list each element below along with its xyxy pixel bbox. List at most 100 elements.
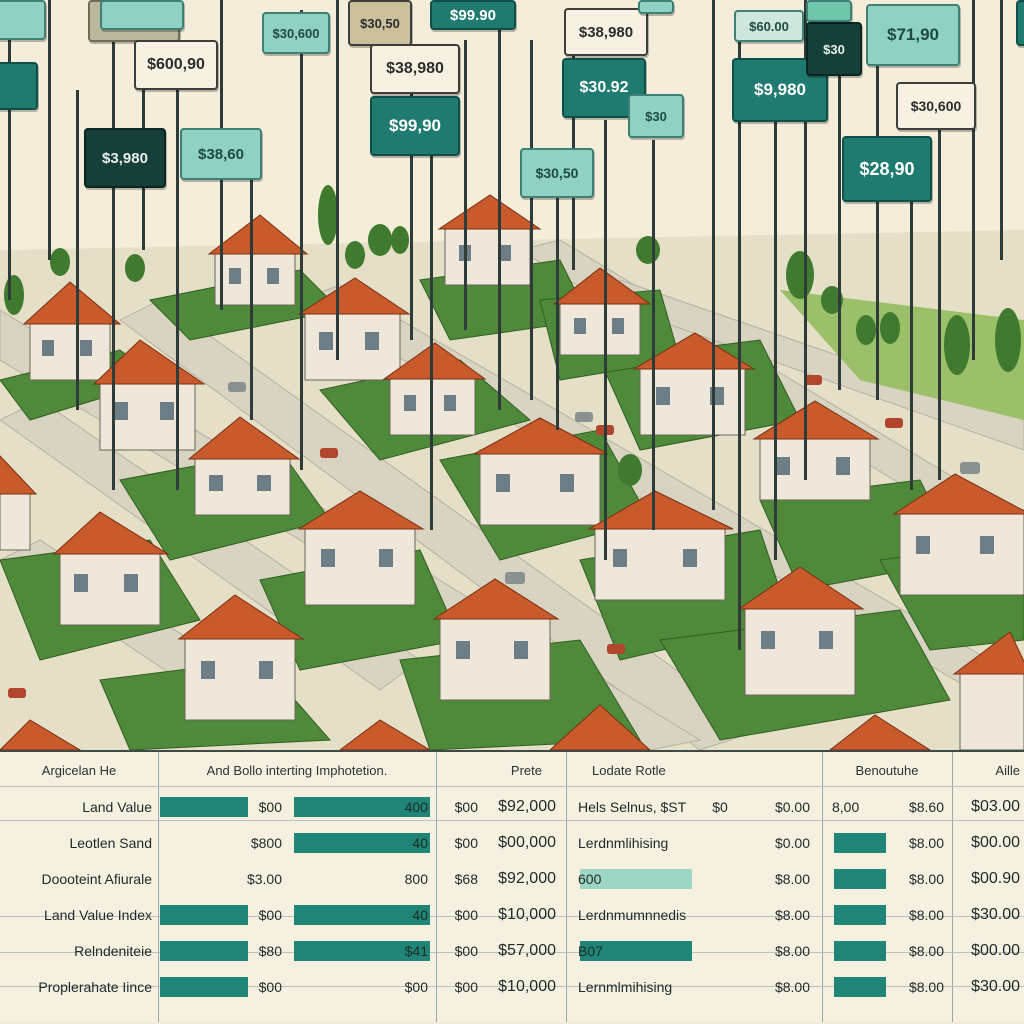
row-label: Proplerahate Iince xyxy=(38,979,152,995)
table-cell xyxy=(700,900,740,930)
price-tag[interactable]: $38,980 xyxy=(564,8,648,56)
table-cell: $8.00 xyxy=(908,871,944,887)
price-tag[interactable]: $60.00 xyxy=(734,10,804,42)
table-header: Lodate Rotle xyxy=(592,762,666,778)
price-tag[interactable]: $38,980 xyxy=(370,44,460,94)
table-cell: $41 xyxy=(404,943,428,959)
price-tag[interactable]: $600,90 xyxy=(100,0,184,30)
value-bar xyxy=(834,905,886,925)
table-cell xyxy=(700,972,740,1002)
price-tag[interactable]: $30 xyxy=(628,94,684,138)
table-cell: $03.00 xyxy=(971,798,1020,815)
value-bar xyxy=(580,941,692,961)
price-tag[interactable]: $3,980 xyxy=(84,128,166,188)
row-label: Land Value xyxy=(82,799,152,815)
grid-line xyxy=(0,820,1024,821)
table-cell xyxy=(832,828,880,858)
table-cell: $0.00 xyxy=(774,835,810,851)
table-cell: 40 xyxy=(412,907,428,923)
table-cell: $00 xyxy=(454,943,478,959)
table-cell: $68 xyxy=(454,871,478,887)
grid-line xyxy=(0,952,1024,953)
table-cell: $10,000 xyxy=(498,906,556,923)
table-cell: $8.00 xyxy=(908,943,944,959)
table-cell xyxy=(700,828,740,858)
table-cell: $8.00 xyxy=(774,979,810,995)
price-tag[interactable]: $30,50 xyxy=(348,0,412,46)
price-tag[interactable] xyxy=(0,0,46,40)
table-cell: $00,000 xyxy=(498,834,556,851)
price-tag[interactable]: $99,90 xyxy=(370,96,460,156)
table-cell xyxy=(832,864,880,894)
table-cell: $8.00 xyxy=(774,871,810,887)
grid-line xyxy=(822,752,823,1022)
table-header: Argicelan He xyxy=(41,762,117,778)
table-cell: $00 xyxy=(404,979,428,995)
table-cell: $00 xyxy=(454,979,478,995)
table-cell: $8.60 xyxy=(908,799,944,815)
table-cell: 8,00 xyxy=(832,799,860,815)
price-tag[interactable]: $600,90 xyxy=(134,40,218,90)
value-bar xyxy=(834,869,886,889)
table-cell: $8.00 xyxy=(774,943,810,959)
grid-line xyxy=(158,752,159,1022)
table-cell: $57,000 xyxy=(498,942,556,959)
table-cell: $10,000 xyxy=(498,978,556,995)
table-cell: $00.00 xyxy=(971,942,1020,959)
row-label: Doooteint Afiurale xyxy=(41,871,152,887)
table-cell xyxy=(700,864,740,894)
table-cell: $8.00 xyxy=(908,979,944,995)
table-header: Aille xyxy=(995,762,1020,778)
table-cell: $800 xyxy=(250,835,282,851)
table-header: And Bollo interting Imphotetion. xyxy=(206,762,388,778)
table-cell: $0.00 xyxy=(774,799,810,815)
row-label: Land Value Index xyxy=(44,907,152,923)
value-bar xyxy=(160,797,248,817)
price-tag[interactable]: $30,600 xyxy=(262,12,330,54)
table-cell: $00 xyxy=(258,799,282,815)
table-cell: $00 xyxy=(454,835,478,851)
price-tag[interactable] xyxy=(806,0,852,22)
table-cell: Lernmlmihising xyxy=(578,979,673,995)
table-header: Prete xyxy=(510,762,542,778)
grid-line xyxy=(566,752,567,1022)
price-tag[interactable]: $99.90 xyxy=(430,0,516,30)
price-tag[interactable]: $30,600 xyxy=(896,82,976,130)
price-tag[interactable]: $28,90 xyxy=(842,136,932,202)
grid-line xyxy=(952,752,953,1022)
table-cell: 40 xyxy=(412,835,428,851)
table-cell: Lerdnmumnnedis xyxy=(578,907,687,923)
table-cell xyxy=(832,900,880,930)
price-tag[interactable] xyxy=(1016,0,1024,46)
price-tag[interactable]: $30,50 xyxy=(520,148,594,198)
table-header: Benoutuhe xyxy=(855,762,919,778)
table-cell: $00 xyxy=(258,979,282,995)
row-label: Relndeniteie xyxy=(74,943,152,959)
value-bar xyxy=(834,833,886,853)
grid-line xyxy=(0,916,1024,917)
table-cell: $3.00 xyxy=(246,871,282,887)
value-bar xyxy=(294,833,430,853)
price-tag[interactable]: $38,60 xyxy=(180,128,262,180)
table-cell: $30.00 xyxy=(971,978,1020,995)
value-bar xyxy=(294,941,430,961)
table-cell: $00 xyxy=(258,907,282,923)
grid-line xyxy=(0,786,1024,787)
table-cell: $80 xyxy=(258,943,282,959)
price-tag[interactable] xyxy=(0,62,38,110)
table-cell xyxy=(832,936,880,966)
price-tag[interactable]: $71,90 xyxy=(866,4,960,66)
land-value-table: Argicelan He And Bollo interting Imphote… xyxy=(0,750,1024,1022)
price-tag[interactable]: $30 xyxy=(806,22,862,76)
table-cell: 600 xyxy=(578,871,602,887)
table-cell: 400 xyxy=(404,799,428,815)
table-cell: $92,000 xyxy=(498,870,556,887)
table-cell: $00 xyxy=(454,799,478,815)
table-cell xyxy=(832,972,880,1002)
value-bar xyxy=(834,941,886,961)
table-cell: $00.00 xyxy=(971,834,1020,851)
table-cell: $92,000 xyxy=(498,798,556,815)
price-tag[interactable] xyxy=(638,0,674,14)
table-cell: $8.00 xyxy=(774,907,810,923)
table-cell: $8.00 xyxy=(908,835,944,851)
